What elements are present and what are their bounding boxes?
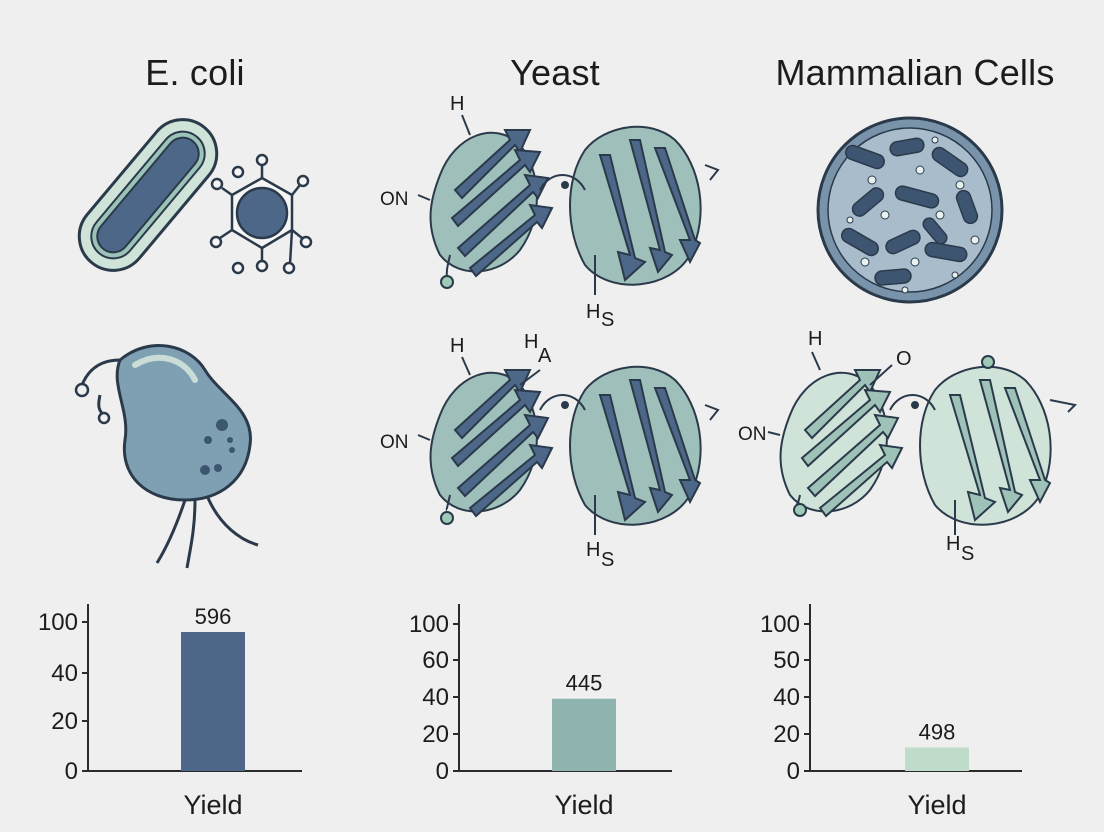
mammal-bottom-hs-label: H S xyxy=(946,533,974,565)
mammalian-cell-icon xyxy=(816,116,1004,304)
yeast-top-on-label: ON xyxy=(380,189,409,210)
ecoli-cell-icon xyxy=(74,344,259,569)
mammal-protein-bottom xyxy=(767,351,1078,535)
chart-1-tick-label: 100 xyxy=(38,609,78,636)
yeast-top-h-label: H xyxy=(450,93,464,115)
chart-2-value-label: 445 xyxy=(566,671,603,696)
svg-text:S: S xyxy=(961,543,974,565)
chart-3-tick-label: 40 xyxy=(773,684,800,711)
chart-3-tick-label: 20 xyxy=(773,721,800,748)
yeast-bottom-ha-label: H A xyxy=(524,331,552,367)
yeast-protein-top xyxy=(417,114,720,295)
yield-charts: 100 40 20 0 596 Yield 100 60 40 20 0 445 Yield 100 50 4… xyxy=(38,604,1022,820)
mammal-bottom-on-label: ON xyxy=(738,424,767,445)
yeast-bottom-on-label: ON xyxy=(380,432,409,453)
chart-2-tick-label: 100 xyxy=(409,611,449,638)
svg-text:H: H xyxy=(586,301,600,323)
chart-3-value-label: 498 xyxy=(919,719,956,744)
svg-text:S: S xyxy=(601,549,614,571)
chart-3-x-label: Yield xyxy=(907,790,966,820)
title-yeast: Yeast xyxy=(510,52,600,93)
chart-2-tick-label: 0 xyxy=(436,758,449,785)
chart-1-tick-label: 0 xyxy=(65,758,78,785)
svg-text:H: H xyxy=(946,533,960,555)
title-mammalian: Mammalian Cells xyxy=(775,52,1055,93)
chart-2-tick-label: 60 xyxy=(422,647,449,674)
chart-2-tick-label: 20 xyxy=(422,721,449,748)
chart-3-tick-label: 50 xyxy=(773,647,800,674)
svg-text:A: A xyxy=(538,345,552,367)
yeast-top-hs-label: H S xyxy=(586,301,614,331)
chart-1-bar xyxy=(181,632,245,771)
chart-3-bar xyxy=(905,747,969,771)
svg-text:H: H xyxy=(586,539,600,561)
chart-2-bar xyxy=(552,698,616,771)
yeast-bottom-h-label: H xyxy=(450,335,464,357)
chart-1-value-label: 596 xyxy=(195,604,232,629)
chart-1-tick-label: 40 xyxy=(51,660,78,687)
svg-text:S: S xyxy=(601,309,614,331)
chart-1-x-label: Yield xyxy=(183,790,242,820)
svg-text:H: H xyxy=(524,331,538,353)
mammal-bottom-h-label: H xyxy=(808,328,822,350)
yeast-protein-bottom xyxy=(417,356,720,535)
title-ecoli: E. coli xyxy=(145,52,245,93)
chart-1-tick-label: 20 xyxy=(51,708,78,735)
yeast-bottom-hs-label: H S xyxy=(586,539,614,571)
ecoli-bacterium-icon xyxy=(77,118,219,272)
ecoli-molecule-icon xyxy=(209,153,313,275)
chart-2-tick-label: 40 xyxy=(422,684,449,711)
chart-3-tick-label: 0 xyxy=(787,758,800,785)
chart-3-tick-label: 100 xyxy=(760,611,800,638)
chart-2-x-label: Yield xyxy=(554,790,613,820)
mammal-bottom-o-label: O xyxy=(896,348,912,370)
